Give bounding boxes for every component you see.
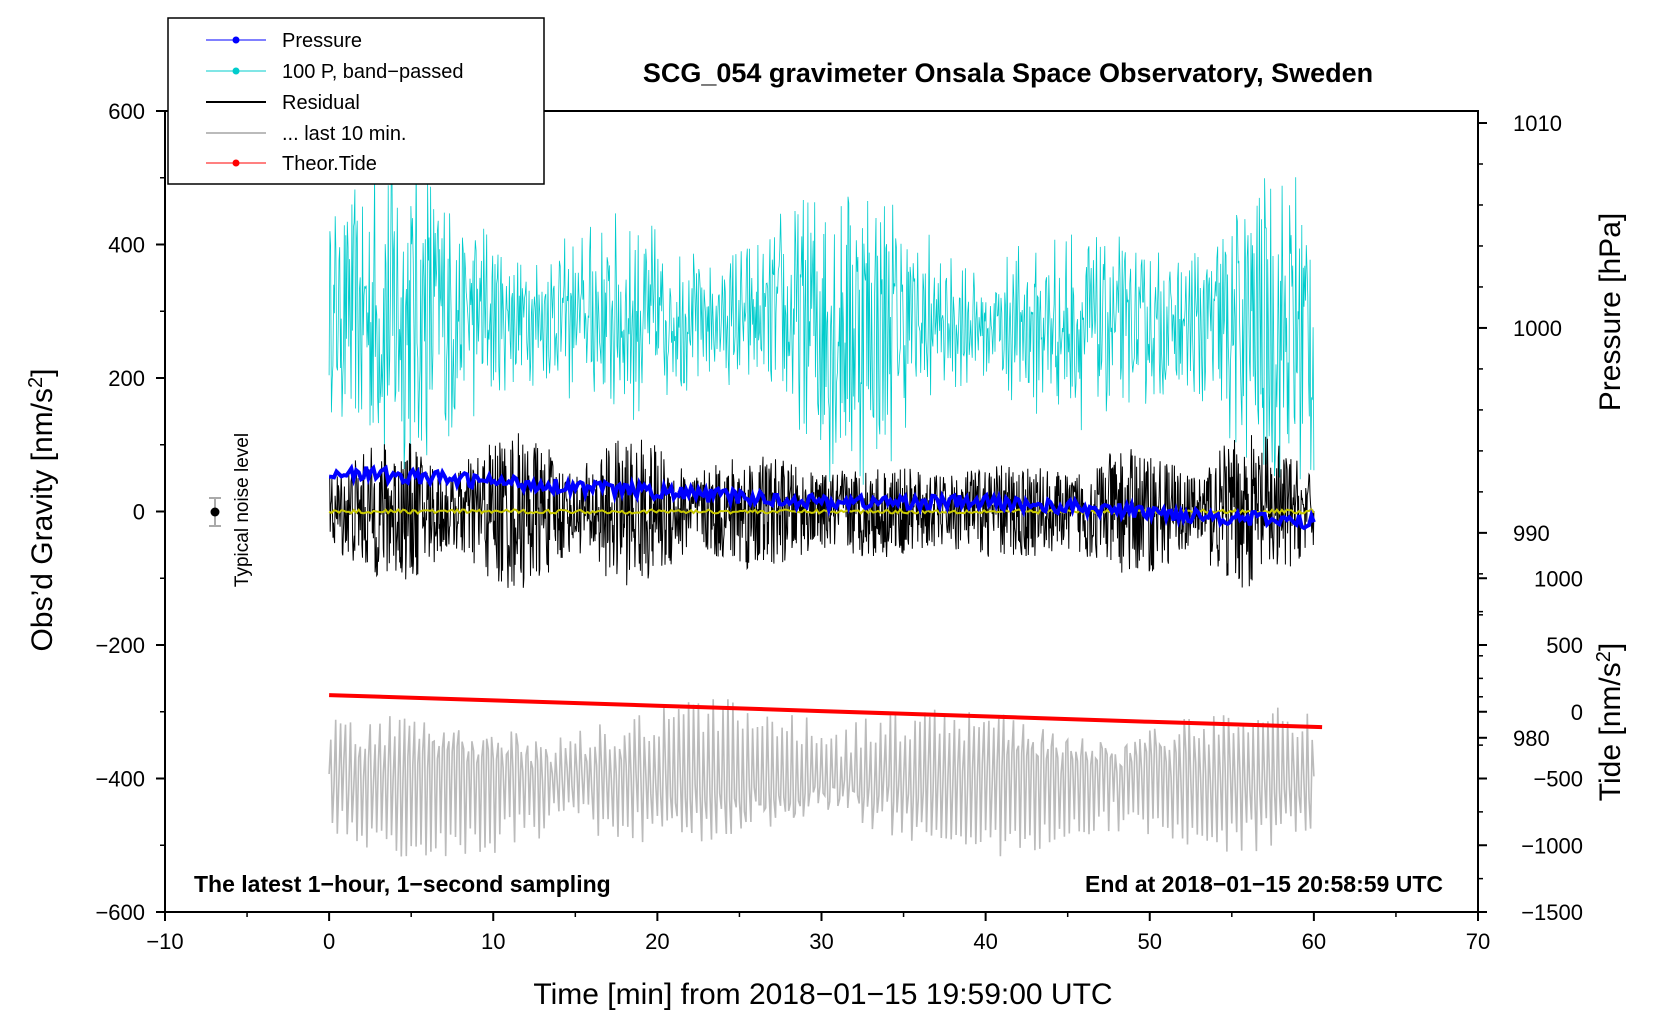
x-tick-label: 40 bbox=[973, 929, 997, 954]
tide-axis-ticks: 1000 500 0 −500 −1000 −1500 bbox=[1478, 566, 1583, 925]
footnote-left: The latest 1−hour, 1−second sampling bbox=[194, 871, 611, 897]
pressure-tick-label: 980 bbox=[1513, 726, 1550, 751]
legend-item-residual: Residual bbox=[206, 92, 360, 114]
x-tick-label: 10 bbox=[481, 929, 505, 954]
y-left-tick-label: 400 bbox=[108, 233, 145, 258]
tide-tick-label: −1000 bbox=[1521, 833, 1583, 858]
series-theor-tide bbox=[329, 693, 1323, 730]
x-tick-label: 0 bbox=[323, 929, 335, 954]
chart-title: SCG_054 gravimeter Onsala Space Observat… bbox=[643, 58, 1373, 88]
x-tick-label: 60 bbox=[1302, 929, 1326, 954]
noise-level-label: Typical noise level bbox=[232, 433, 253, 587]
tide-axis-title-end: ] bbox=[1594, 643, 1627, 651]
legend: Pressure 100 P, band−passed Residual ...… bbox=[167, 17, 545, 185]
footnote-right: End at 2018−01−15 20:58:59 UTC bbox=[1085, 871, 1443, 897]
tide-tick-label: 1000 bbox=[1534, 566, 1583, 591]
tide-axis-title: Tide [nm/s2] bbox=[1593, 643, 1627, 801]
y-left-tick-label: 0 bbox=[133, 500, 145, 525]
legend-label-last-10-min: ... last 10 min. bbox=[282, 123, 407, 145]
legend-item-theor-tide: Theor.Tide bbox=[206, 153, 377, 175]
pressure-tick-label: 1010 bbox=[1513, 111, 1562, 136]
legend-label-pressure: Pressure bbox=[282, 30, 362, 52]
left-axis-ticks: 600 400 200 0 −200 −400 −600 bbox=[95, 99, 165, 925]
series-band-passed bbox=[328, 161, 1315, 485]
tide-tick-label: −500 bbox=[1533, 767, 1583, 792]
y-left-tick-label: −600 bbox=[95, 900, 145, 925]
pressure-axis-title: Pressure [hPa] bbox=[1594, 213, 1627, 411]
legend-dot-pressure bbox=[232, 36, 240, 44]
tide-tick-label: 0 bbox=[1571, 700, 1583, 725]
x-axis-ticks: −10 0 10 20 30 40 50 60 70 bbox=[146, 912, 1490, 954]
tide-tick-label: −1500 bbox=[1521, 900, 1583, 925]
legend-dot-bandpassed bbox=[232, 67, 240, 75]
legend-label-bandpassed: 100 P, band−passed bbox=[282, 61, 463, 83]
y-left-tick-label: 600 bbox=[108, 99, 145, 124]
x-tick-label: 70 bbox=[1466, 929, 1490, 954]
noise-level-indicator: Typical noise level bbox=[209, 433, 253, 587]
x-axis-title: Time [min] from 2018−01−15 19:59:00 UTC bbox=[533, 978, 1112, 1011]
legend-label-residual: Residual bbox=[282, 92, 360, 114]
tide-axis-title-sup: 2 bbox=[1593, 651, 1615, 662]
legend-dot-theor-tide bbox=[232, 159, 240, 167]
x-tick-label: 30 bbox=[809, 929, 833, 954]
x-tick-label: 50 bbox=[1138, 929, 1162, 954]
pressure-tick-label: 990 bbox=[1513, 521, 1550, 546]
left-axis-title-sup: 2 bbox=[25, 377, 47, 388]
left-axis-title-end: ] bbox=[26, 369, 59, 377]
pressure-tick-label: 1000 bbox=[1513, 316, 1562, 341]
left-axis-title: Obs’d Gravity [nm/s2] bbox=[25, 369, 59, 652]
pressure-axis-ticks: 1030102010101000990980 bbox=[1478, 111, 1562, 780]
legend-item-bandpassed: 100 P, band−passed bbox=[206, 61, 463, 83]
legend-item-pressure: Pressure bbox=[206, 30, 362, 52]
legend-label-theor-tide: Theor.Tide bbox=[282, 153, 377, 175]
left-axis-title-text: Obs’d Gravity [nm/s bbox=[26, 388, 59, 651]
x-tick-label: −10 bbox=[146, 929, 183, 954]
tide-tick-label: 500 bbox=[1546, 633, 1583, 658]
tide-axis-title-text: Tide [nm/s bbox=[1594, 662, 1627, 801]
x-tick-label: 20 bbox=[645, 929, 669, 954]
y-left-tick-label: −400 bbox=[95, 767, 145, 792]
data-traces bbox=[328, 161, 1323, 857]
y-left-tick-label: 200 bbox=[108, 366, 145, 391]
y-left-tick-label: −200 bbox=[95, 633, 145, 658]
series-last-10-min bbox=[328, 699, 1315, 857]
legend-item-last-10-min: ... last 10 min. bbox=[206, 123, 407, 145]
noise-dot bbox=[210, 507, 220, 517]
series-pressure bbox=[328, 463, 1316, 531]
